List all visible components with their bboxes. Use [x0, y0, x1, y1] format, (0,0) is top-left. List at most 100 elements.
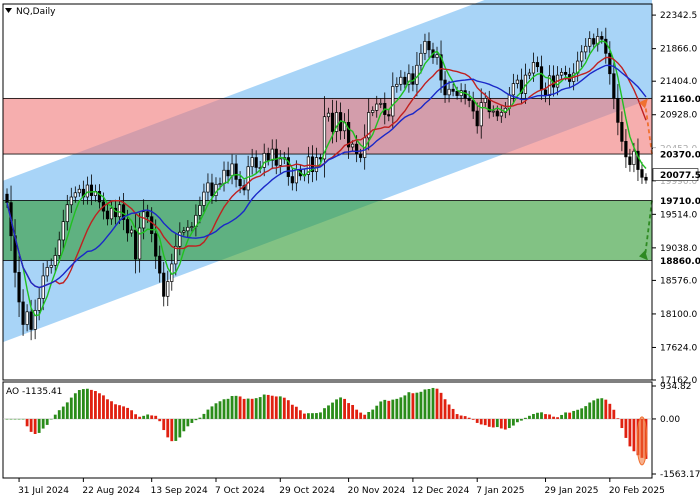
- bear-candle: [427, 40, 431, 51]
- ao-bar-up: [588, 402, 592, 419]
- ao-bar-down: [620, 418, 624, 429]
- ao-bar-up: [230, 396, 234, 419]
- ao-bar-up: [399, 397, 403, 419]
- bear-candle: [644, 176, 648, 181]
- bear-candle: [612, 73, 616, 99]
- bull-candle: [69, 196, 73, 206]
- price-level-label: 20077.5: [660, 171, 700, 181]
- ao-bar-up: [194, 418, 198, 421]
- ao-bar-up: [222, 399, 226, 419]
- bull-candle: [515, 79, 519, 84]
- bull-candle: [399, 76, 403, 85]
- bear-candle: [234, 163, 238, 180]
- ao-bar-down: [106, 399, 109, 419]
- bull-candle: [375, 103, 379, 111]
- bull-candle: [222, 169, 226, 184]
- ao-bar-down: [616, 418, 620, 419]
- bull-candle: [435, 54, 439, 58]
- ao-bar-up: [198, 417, 202, 419]
- bear-candle: [146, 211, 150, 218]
- bear-candle: [347, 121, 351, 148]
- ao-bar-up: [206, 409, 210, 419]
- bear-candle: [359, 153, 363, 158]
- ao-bar-up: [592, 400, 596, 419]
- ao-bar-up: [532, 413, 535, 419]
- bear-candle: [21, 301, 25, 325]
- ao-bar-down: [266, 394, 270, 419]
- price-pane-border: [2, 3, 653, 381]
- bull-candle: [218, 183, 222, 185]
- bull-candle: [371, 110, 375, 113]
- ao-bar-up: [226, 398, 230, 419]
- bear-candle: [636, 150, 640, 170]
- bull-candle: [334, 112, 339, 132]
- time-tick-label: 29 Oct 2024: [279, 486, 335, 496]
- bull-candle: [367, 112, 371, 139]
- bear-candle: [113, 207, 118, 218]
- time-tick-label: 13 Sep 2024: [151, 486, 208, 496]
- bear-candle: [463, 90, 467, 99]
- bear-candle: [210, 182, 214, 196]
- bear-candle: [134, 229, 138, 260]
- price-level-label: 19710.0: [660, 197, 700, 207]
- ao-bar-down: [632, 418, 636, 452]
- bear-candle: [97, 191, 102, 203]
- ao-bar-up: [560, 414, 564, 419]
- ao-bar-up: [495, 418, 499, 428]
- bear-candle: [274, 148, 278, 166]
- bear-candle: [495, 110, 499, 117]
- bear-candle: [162, 272, 166, 297]
- ao-bar-up: [142, 415, 146, 419]
- bull-candle: [206, 182, 210, 193]
- bull-candle: [182, 230, 186, 233]
- ao-bar-up: [379, 401, 383, 419]
- price-tick-label: 22342.5: [660, 11, 697, 21]
- bear-candle: [121, 204, 126, 220]
- ao-bar-up: [214, 403, 218, 419]
- ao-bar-down: [122, 406, 125, 419]
- trend-channel: [3, 0, 652, 343]
- price-level-label: 21160.0: [660, 95, 700, 105]
- bear-candle: [150, 216, 154, 234]
- price-level-label: 18860.0: [660, 257, 700, 267]
- bear-candle: [125, 219, 130, 234]
- triangle-down-icon[interactable]: [5, 8, 12, 13]
- ao-bar-up: [584, 406, 588, 419]
- ao-bar-down: [25, 418, 29, 427]
- ao-bar-up: [564, 412, 568, 419]
- ao-bar-up: [520, 418, 523, 421]
- bear-candle: [105, 210, 110, 220]
- ao-bar-down: [459, 415, 463, 419]
- ao-bar-down: [548, 414, 551, 419]
- bull-candle: [37, 298, 41, 311]
- ao-bar-down: [302, 413, 306, 419]
- bear-candle: [640, 169, 644, 178]
- time-tick-label: 31 Jul 2024: [18, 486, 69, 496]
- ao-bar-up: [218, 401, 222, 419]
- bear-candle: [475, 110, 479, 127]
- price-tick-label: 18100.0: [660, 310, 697, 320]
- ao-bar-down: [270, 395, 274, 419]
- ao-bar-up: [431, 387, 435, 419]
- ao-bar-down: [628, 418, 632, 447]
- ao-bar-up: [524, 417, 527, 419]
- bear-candle: [387, 114, 391, 117]
- ao-bar-down: [471, 418, 475, 420]
- ao-bar-down: [552, 416, 555, 419]
- down-forecast-head: [639, 250, 648, 261]
- ao-bar-up: [391, 399, 395, 419]
- down-forecast-line: [644, 200, 653, 257]
- bear-candle: [455, 90, 459, 96]
- bull-candle: [65, 204, 69, 223]
- ao-bar-down: [29, 418, 33, 432]
- ao-bar-down: [98, 393, 101, 419]
- bull-candle: [202, 191, 206, 206]
- bear-candle: [310, 156, 315, 172]
- ao-bar-down: [544, 414, 547, 419]
- bear-candle: [318, 157, 323, 160]
- bear-candle: [226, 169, 230, 177]
- ao-bar-up: [419, 391, 423, 419]
- ao-bar-up: [278, 396, 282, 419]
- bull-candle: [314, 157, 319, 172]
- ao-bar-up: [258, 397, 262, 419]
